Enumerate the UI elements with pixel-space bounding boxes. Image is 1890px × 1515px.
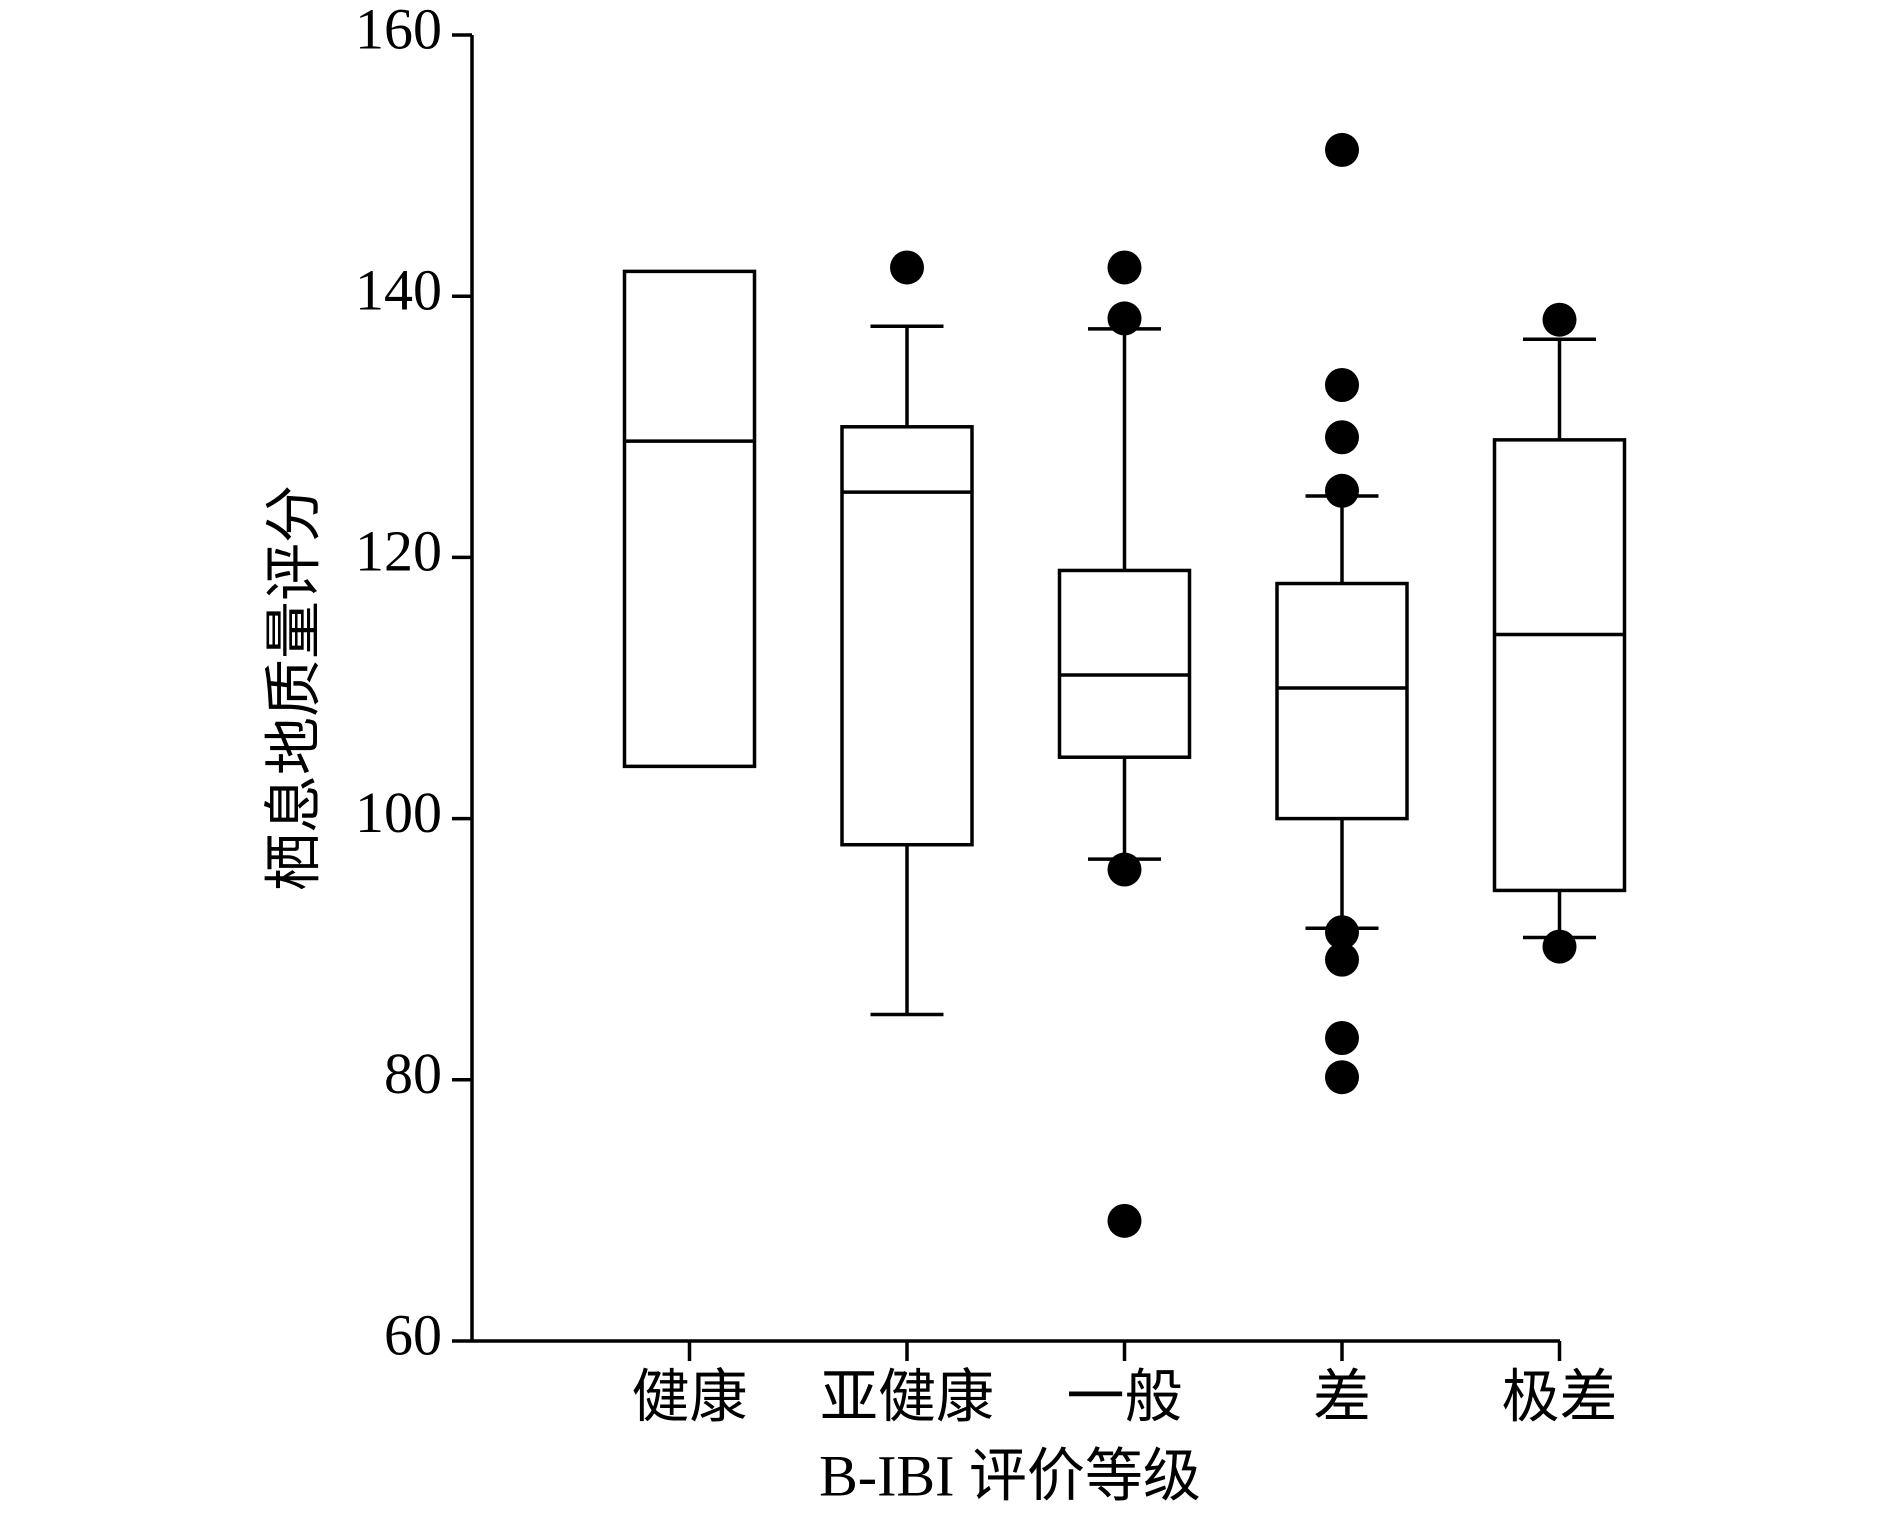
outlier	[1542, 929, 1577, 964]
box	[1492, 438, 1627, 893]
outlier	[1107, 250, 1142, 285]
x-axis-label: B-IBI 评价等级	[819, 1443, 1201, 1508]
box	[622, 269, 757, 769]
outlier	[890, 250, 924, 285]
y-tick-label: 100	[355, 780, 442, 845]
outlier	[1325, 132, 1359, 167]
x-tick-label: 亚健康	[820, 1364, 994, 1429]
y-tick-label: 80	[384, 1041, 442, 1106]
outlier	[1325, 420, 1359, 455]
outlier	[1325, 473, 1359, 508]
outlier	[1542, 302, 1577, 337]
x-tick-label: 差	[1313, 1364, 1371, 1429]
outlier	[1325, 915, 1359, 950]
y-tick-label: 120	[355, 519, 442, 584]
y-tick-label: 140	[355, 258, 442, 323]
box	[1057, 568, 1192, 759]
x-tick-label: 极差	[1501, 1364, 1617, 1429]
y-tick-label: 60	[384, 1302, 442, 1367]
outlier	[1325, 1060, 1359, 1095]
outlier	[1107, 852, 1142, 887]
outlier	[1107, 1203, 1142, 1238]
y-tick-label: 160	[355, 0, 442, 61]
outlier	[1325, 942, 1359, 977]
y-axis-label: 栖息地质量评分	[261, 485, 326, 891]
outlier	[1325, 1021, 1359, 1056]
x-tick-label: 健康	[631, 1364, 747, 1429]
x-tick-label: 一般	[1066, 1364, 1182, 1429]
outlier	[1325, 368, 1359, 403]
outlier	[1107, 301, 1142, 336]
box	[840, 425, 974, 847]
box	[1275, 581, 1409, 821]
